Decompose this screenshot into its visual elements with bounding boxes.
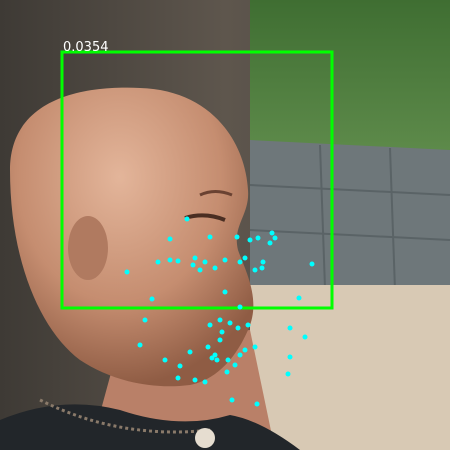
- landmark-point: [212, 265, 218, 271]
- landmark-point: [237, 304, 243, 310]
- landmark-point: [142, 317, 148, 323]
- detection-score: 0.0354: [63, 40, 109, 55]
- landmark-point: [207, 234, 213, 240]
- landmark-point: [207, 322, 213, 328]
- landmark-point: [254, 401, 260, 407]
- landmark-point: [247, 237, 253, 243]
- landmark-point: [234, 234, 240, 240]
- landmark-point: [237, 352, 243, 358]
- landmark-point: [287, 325, 293, 331]
- landmark-point: [202, 379, 208, 385]
- landmark-point: [245, 322, 251, 328]
- landmark-point: [302, 334, 308, 340]
- landmark-point: [269, 230, 275, 236]
- landmark-point: [287, 354, 293, 360]
- landmark-point: [309, 261, 315, 267]
- landmark-point: [167, 257, 173, 263]
- landmark-point: [217, 337, 223, 343]
- landmark-point: [190, 262, 196, 268]
- head: [10, 87, 254, 387]
- wall: [250, 285, 450, 450]
- landmark-point: [222, 257, 228, 263]
- landmark-point: [227, 320, 233, 326]
- landmark-point: [232, 362, 238, 368]
- landmark-point: [252, 344, 258, 350]
- roof-lines: [249, 144, 450, 291]
- landmark-point: [175, 258, 181, 264]
- ear: [68, 216, 108, 280]
- landmark-point: [272, 235, 278, 241]
- landmark-point: [219, 329, 225, 335]
- landmark-point: [177, 363, 183, 369]
- landmark-point: [202, 259, 208, 265]
- landmark-point: [242, 255, 248, 261]
- landmark-point: [222, 289, 228, 295]
- landmark-point: [296, 295, 302, 301]
- landmark-point: [229, 397, 235, 403]
- landmark-point: [124, 269, 130, 275]
- landmark-point: [205, 344, 211, 350]
- roof: [250, 140, 450, 290]
- landmarks: [124, 216, 315, 407]
- landmark-point: [184, 216, 190, 222]
- landmark-point: [175, 375, 181, 381]
- detection-box: [60, 50, 334, 310]
- landmark-point: [197, 267, 203, 273]
- landmark-point: [224, 369, 230, 375]
- landmark-point: [209, 355, 215, 361]
- landmark-point: [137, 342, 143, 348]
- landmark-point: [260, 259, 266, 265]
- landmark-point: [259, 265, 265, 271]
- landmark-point: [187, 349, 193, 355]
- eyebrow: [199, 190, 233, 197]
- landmark-point: [235, 325, 241, 331]
- landmark-point: [192, 255, 198, 261]
- landmark-point: [192, 377, 198, 383]
- landmark-point: [267, 240, 273, 246]
- landmark-point: [149, 296, 155, 302]
- landmark-point: [252, 267, 258, 273]
- landmark-point: [214, 357, 220, 363]
- landmark-point: [155, 259, 161, 265]
- pendant: [195, 428, 215, 448]
- landmark-point: [167, 236, 173, 242]
- landmark-point: [285, 371, 291, 377]
- foliage: [250, 0, 450, 150]
- landmark-point: [225, 357, 231, 363]
- landmark-point: [242, 347, 248, 353]
- landmark-point: [162, 357, 168, 363]
- landmark-point: [217, 317, 223, 323]
- landmark-point: [255, 235, 261, 241]
- landmark-point: [237, 259, 243, 265]
